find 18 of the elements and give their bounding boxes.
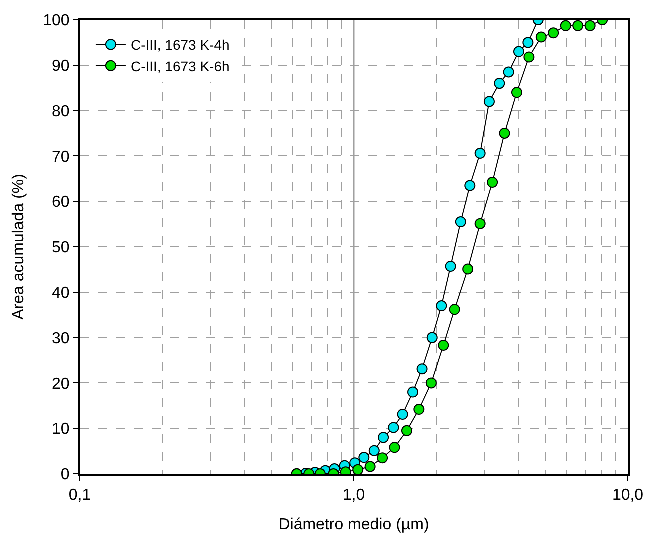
- y-tick-label: 30: [52, 330, 70, 348]
- y-tick-label: 10: [52, 421, 70, 438]
- x-tick-label: 10,0: [612, 487, 644, 504]
- x-axis-title: Diámetro medio (µm): [278, 516, 430, 534]
- legend-label: C-III, 1673 K-6h: [130, 58, 230, 74]
- y-tick-label: 40: [52, 285, 70, 302]
- legend-label: C-III, 1673 K-4h: [130, 37, 230, 54]
- y-tick-label: 90: [52, 58, 70, 75]
- y-tick-label: 70: [52, 148, 70, 166]
- y-tick-label: 20: [52, 376, 70, 393]
- y-tick-label: 50: [52, 240, 70, 257]
- x-tick-label: 1,0: [342, 487, 366, 504]
- y-tick-label: 80: [52, 103, 70, 120]
- y-tick-label: 100: [43, 12, 70, 30]
- x-tick-label: 0,1: [68, 487, 92, 504]
- y-tick-label: 60: [52, 194, 70, 212]
- y-tick-label: 0: [60, 466, 70, 484]
- y-axis-title: Area acumulada (%): [10, 174, 28, 320]
